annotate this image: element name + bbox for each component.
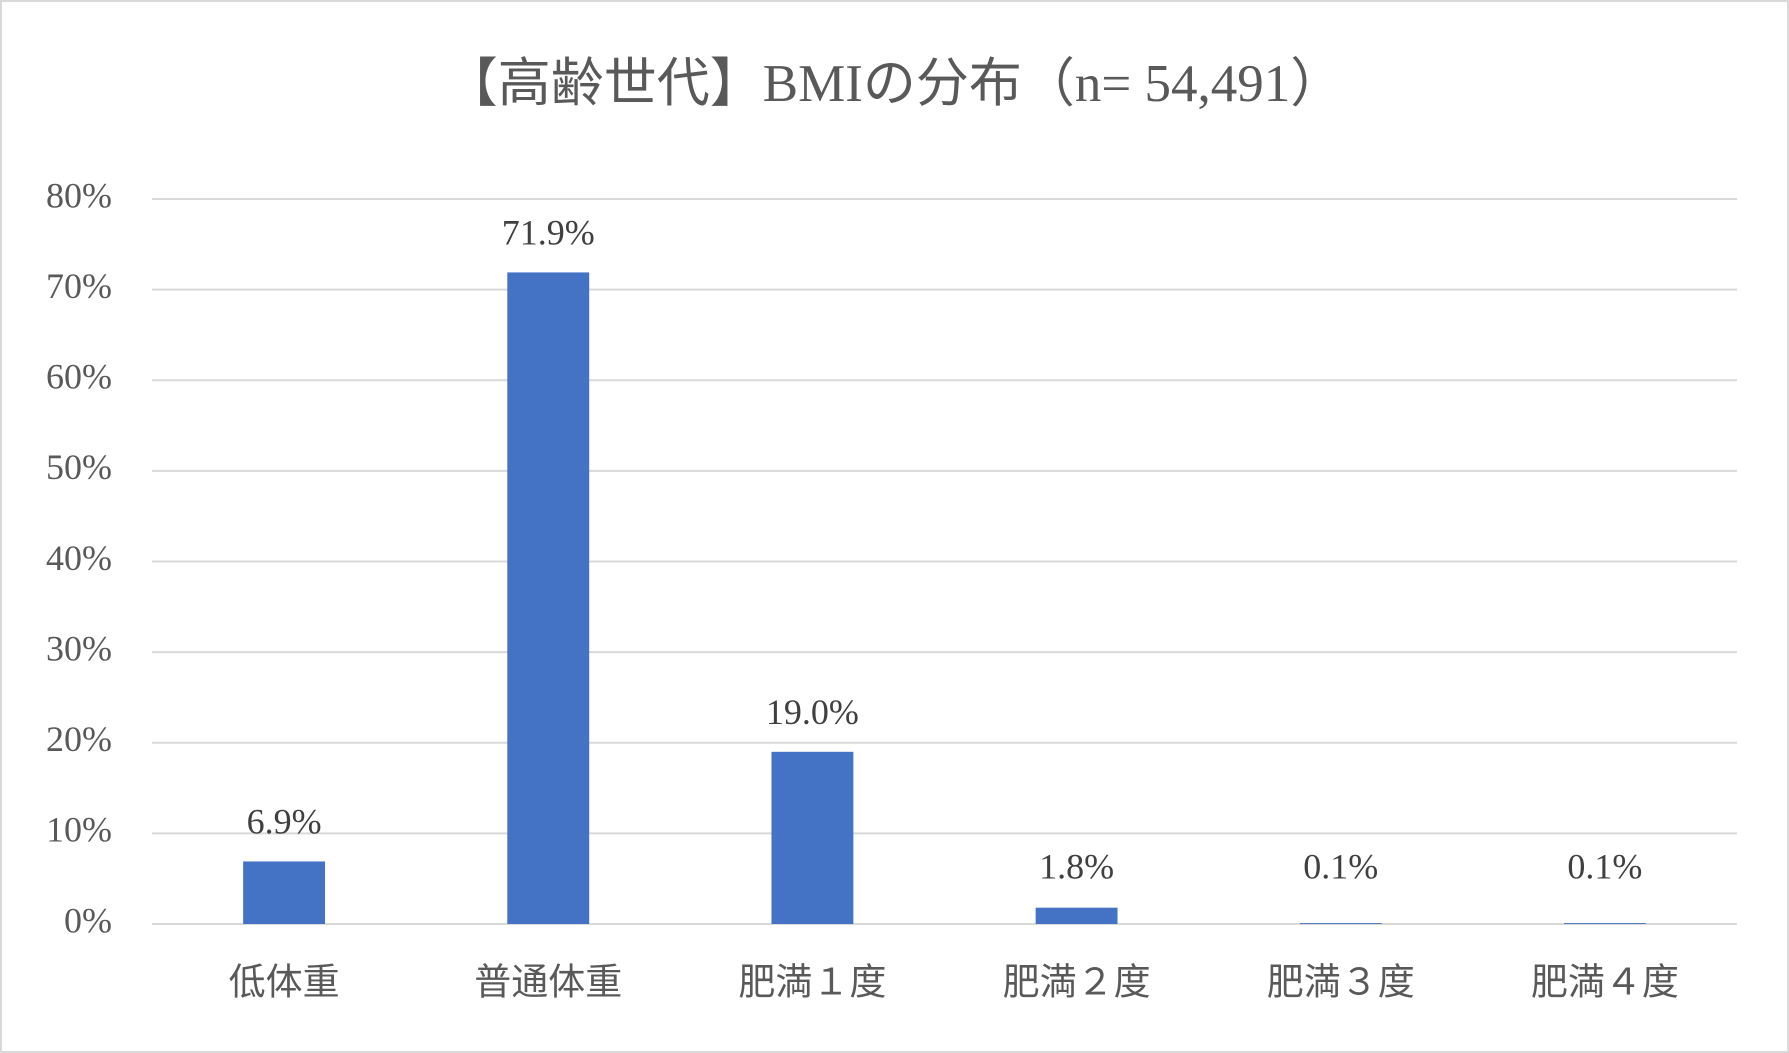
- data-label: 0.1%: [1567, 846, 1642, 886]
- y-tick-label: 30%: [46, 628, 112, 668]
- chart-title: 【高齢世代】BMIの分布（n= 54,491）: [445, 55, 1344, 113]
- data-label: 19.0%: [766, 692, 859, 732]
- y-tick-label: 50%: [46, 447, 112, 487]
- bar: [771, 751, 854, 924]
- data-label: 1.8%: [1039, 846, 1114, 886]
- x-tick-label: 肥満２度: [1003, 961, 1151, 1003]
- data-label: 0.1%: [1303, 846, 1378, 886]
- bar: [507, 272, 590, 924]
- x-tick-label: 肥満１度: [738, 961, 886, 1003]
- y-tick-label: 40%: [46, 538, 112, 578]
- y-tick-label: 80%: [46, 175, 112, 215]
- y-tick-label: 60%: [46, 357, 112, 397]
- bar: [1299, 923, 1382, 924]
- data-label: 71.9%: [502, 213, 595, 253]
- x-tick-label: 低体重: [229, 962, 340, 1003]
- y-tick-label: 20%: [46, 719, 112, 759]
- y-tick-label: 70%: [46, 266, 112, 306]
- bar: [243, 861, 326, 924]
- bar: [1563, 923, 1646, 924]
- x-tick-label: 普通体重: [474, 961, 622, 1003]
- y-tick-label: 0%: [64, 900, 112, 940]
- y-tick-label: 10%: [46, 810, 112, 850]
- x-tick-label: 肥満４度: [1531, 961, 1679, 1003]
- data-label: 6.9%: [247, 802, 322, 842]
- bar: [1035, 907, 1118, 924]
- x-tick-label: 肥満３度: [1267, 961, 1415, 1003]
